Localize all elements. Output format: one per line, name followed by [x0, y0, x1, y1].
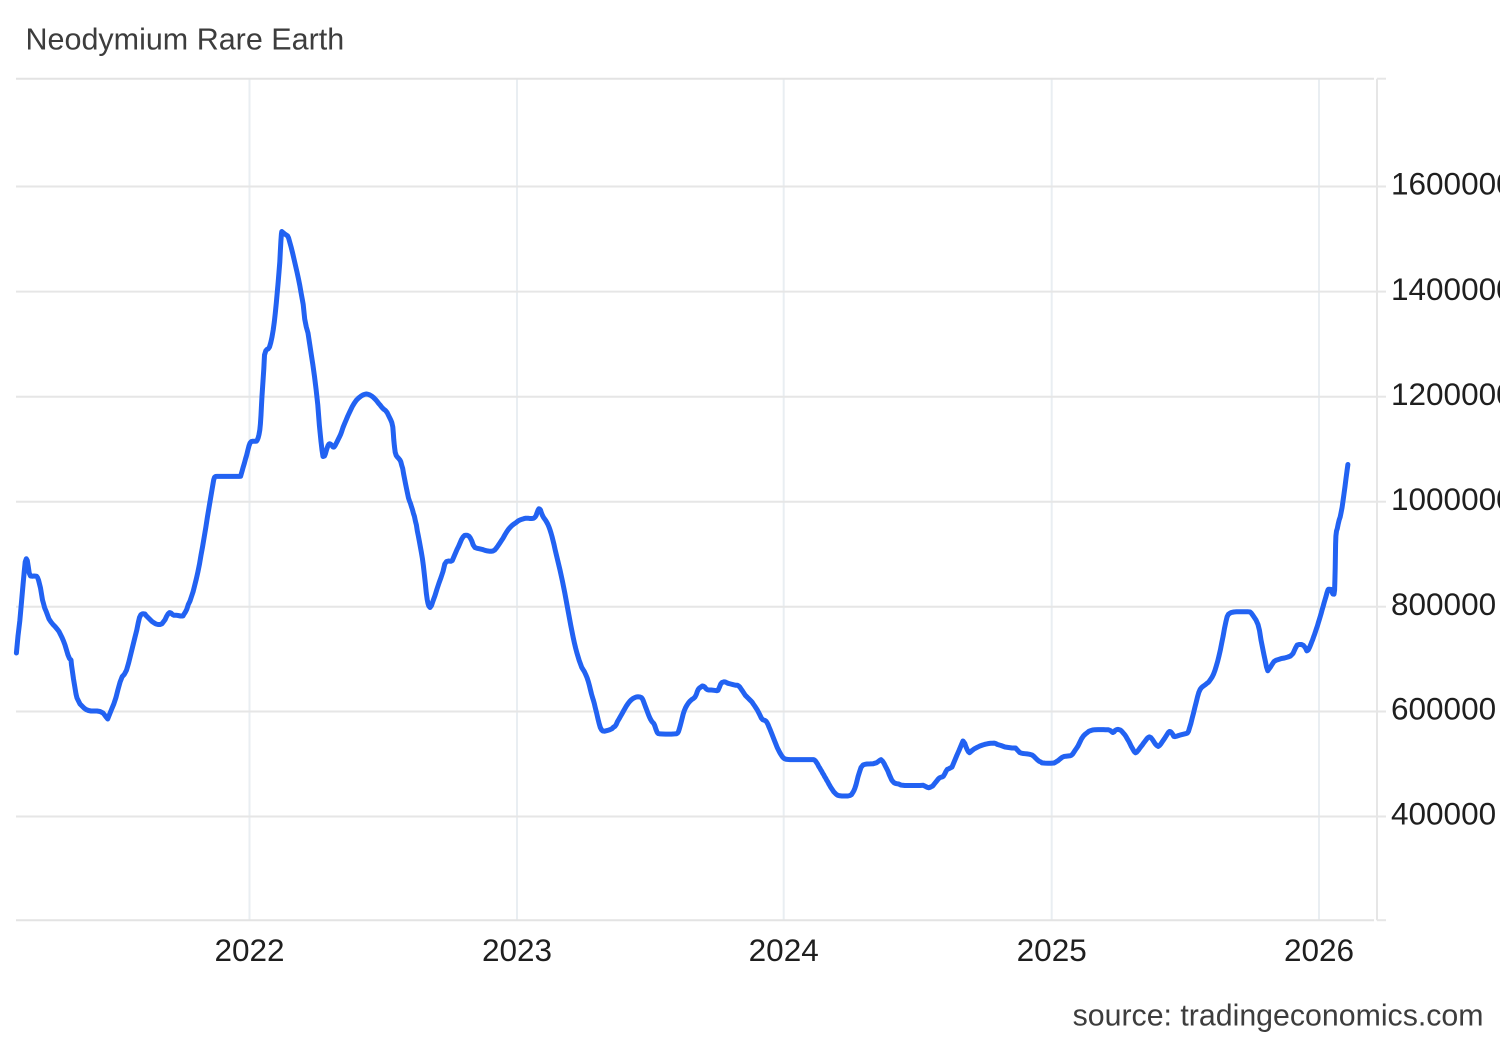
svg-text:1400000: 1400000: [1391, 271, 1500, 307]
svg-text:2025: 2025: [1017, 932, 1087, 968]
svg-text:800000: 800000: [1391, 586, 1496, 622]
svg-text:600000: 600000: [1391, 691, 1496, 727]
svg-text:1200000: 1200000: [1391, 376, 1500, 412]
svg-text:2026: 2026: [1284, 932, 1354, 968]
svg-text:2024: 2024: [749, 932, 819, 968]
svg-text:400000: 400000: [1391, 796, 1496, 832]
svg-text:Neodymium Rare Earth: Neodymium Rare Earth: [26, 23, 345, 57]
svg-text:2023: 2023: [482, 932, 552, 968]
svg-text:1000000: 1000000: [1391, 481, 1500, 517]
svg-text:1600000: 1600000: [1391, 166, 1500, 202]
svg-text:2022: 2022: [214, 932, 284, 968]
svg-text:source: tradingeconomics.com: source: tradingeconomics.com: [1073, 1000, 1484, 1033]
